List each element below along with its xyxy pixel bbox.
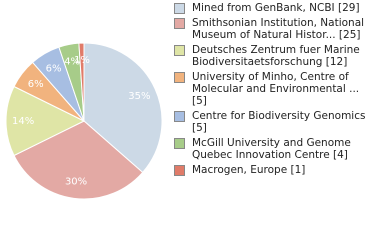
legend-label: Deutsches Zentrum fuer Marine Biodiversi… <box>192 44 360 68</box>
slice-label: 14% <box>12 116 34 127</box>
pie-slice <box>13 120 144 200</box>
legend-label: Smithsonian Institution, National Museum… <box>192 17 365 41</box>
legend-label: Macrogen, Europe [1] <box>192 164 306 176</box>
slice-label: 30% <box>65 176 87 187</box>
legend-swatch <box>174 111 185 122</box>
legend-item: Macrogen, Europe [1] <box>172 164 377 176</box>
legend-swatch <box>174 72 185 83</box>
legend-label: McGill University and Genome Quebec Inno… <box>192 137 351 161</box>
slice-label: 1% <box>74 55 90 66</box>
legend-label: Centre for Biodiversity Genomics [5] <box>192 110 366 134</box>
pie-chart: 35%30%14%6%6%4%1% <box>5 42 163 200</box>
legend-item: Deutsches Zentrum fuer Marine Biodiversi… <box>172 44 377 68</box>
legend-swatch <box>174 45 185 56</box>
legend-swatch <box>174 165 185 176</box>
pie-slice <box>5 85 86 157</box>
legend-label: University of Minho, Centre of Molecular… <box>192 71 360 107</box>
pie-slice <box>78 42 85 122</box>
legend-item: Centre for Biodiversity Genomics [5] <box>172 110 377 134</box>
legend-item: Smithsonian Institution, National Museum… <box>172 17 377 41</box>
legend-item: McGill University and Genome Quebec Inno… <box>172 137 377 161</box>
legend-swatch <box>174 18 185 29</box>
pie-slice <box>83 42 163 174</box>
slice-label: 35% <box>128 91 150 102</box>
slice-label: 4% <box>64 56 80 67</box>
legend-swatch <box>174 138 185 149</box>
legend-item: University of Minho, Centre of Molecular… <box>172 71 377 107</box>
legend: Mined from GenBank, NCBI [29] Smithsonian… <box>172 2 377 179</box>
slice-label: 6% <box>46 63 62 74</box>
legend-swatch <box>174 3 185 14</box>
legend-item: Mined from GenBank, NCBI [29] <box>172 2 377 14</box>
legend-label: Mined from GenBank, NCBI [29] <box>192 2 360 14</box>
slice-label: 6% <box>28 79 44 90</box>
